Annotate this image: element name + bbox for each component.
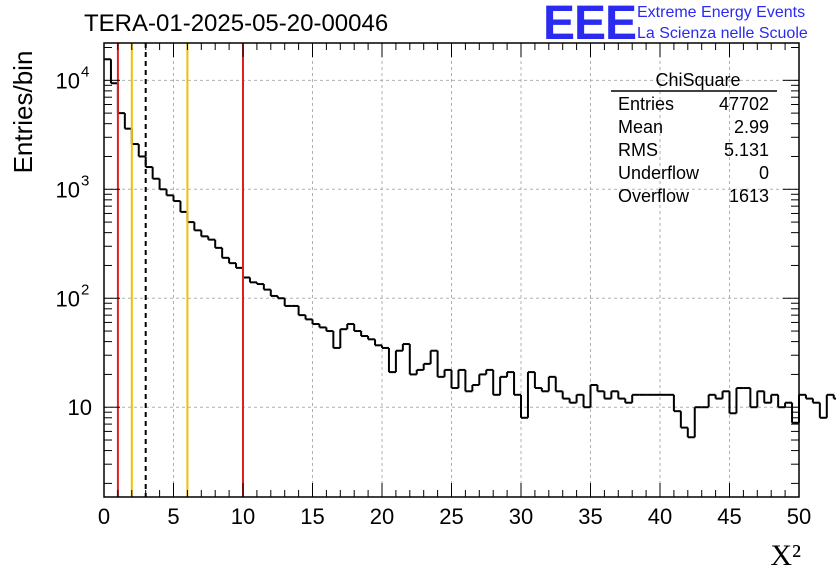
x-tick-label: 0 — [98, 504, 110, 529]
x-axis-title: X² — [770, 539, 801, 572]
stats-label: Overflow — [618, 186, 690, 206]
stats-value: 1613 — [729, 186, 769, 206]
eee-logo-mark: EEE — [543, 0, 637, 50]
x-tick-label: 35 — [578, 504, 602, 529]
chart-title: TERA-01-2025-05-20-00046 — [84, 10, 389, 37]
x-tick-label: 50 — [787, 504, 811, 529]
x-tick-label: 10 — [231, 504, 255, 529]
y-axis-title: Entries/bin — [8, 51, 38, 174]
logo-line-1: Extreme Energy Events — [637, 4, 806, 21]
y-tick-label: 10 — [56, 68, 80, 93]
stats-value: 2.99 — [734, 117, 769, 137]
y-tick-label: 10 — [68, 395, 92, 420]
stats-label: Mean — [618, 117, 663, 137]
x-tick-label: 25 — [439, 504, 463, 529]
stats-label: RMS — [618, 140, 658, 160]
stats-value: 5.131 — [724, 140, 769, 160]
y-tick-label-exponent: 3 — [81, 172, 89, 189]
x-tick-label: 45 — [717, 504, 741, 529]
stats-label: Underflow — [618, 163, 700, 183]
x-tick-label: 30 — [509, 504, 533, 529]
stats-value: 47702 — [719, 94, 769, 114]
y-tick-label: 10 — [56, 286, 80, 311]
x-tick-label: 40 — [648, 504, 672, 529]
logo-line-2: La Scienza nelle Scuole — [637, 25, 808, 42]
y-tick-label: 10 — [56, 177, 80, 202]
stats-title: ChiSquare — [655, 70, 740, 90]
x-tick-label: 15 — [300, 504, 324, 529]
stats-value: 0 — [759, 163, 769, 183]
y-tick-label-exponent: 2 — [81, 281, 89, 298]
x-tick-label: 20 — [370, 504, 394, 529]
y-tick-label-exponent: 4 — [81, 63, 89, 80]
x-tick-label: 5 — [167, 504, 179, 529]
stats-label: Entries — [618, 94, 674, 114]
